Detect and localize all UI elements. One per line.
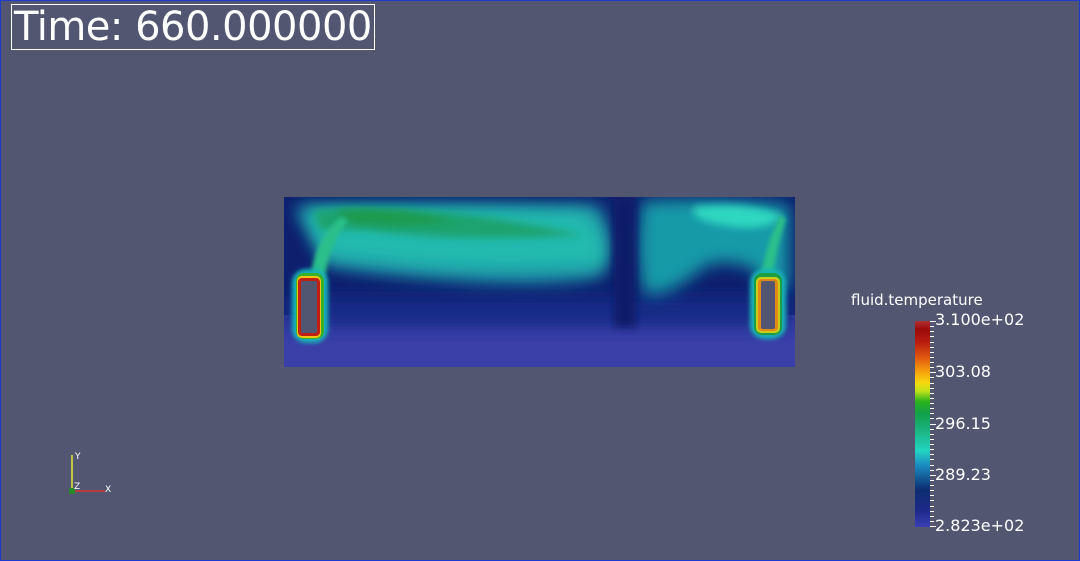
color-bar-tick [930, 398, 934, 399]
color-bar-tick [930, 331, 934, 332]
color-bar-tick [930, 321, 936, 322]
color-bar-tick [930, 475, 936, 476]
color-bar-tick [930, 500, 934, 501]
color-bar-tick [930, 439, 934, 440]
color-bar-ticks [930, 321, 936, 527]
time-annotation: Time: 660.000000 [11, 4, 375, 50]
color-bar-tick [930, 526, 936, 527]
color-bar-tick [930, 388, 934, 389]
temperature-field [284, 197, 795, 367]
color-bar-tick [930, 347, 934, 348]
color-bar-tick [930, 444, 934, 445]
legend-label-4: 289.23 [935, 465, 991, 484]
color-bar-tick [930, 357, 934, 358]
color-bar-tick [930, 454, 934, 455]
color-bar-tick [930, 490, 934, 491]
legend-title: fluid.temperature [851, 291, 983, 309]
y-axis-label: Y [74, 452, 81, 462]
color-bar-tick [930, 372, 936, 373]
color-bar-tick [930, 506, 934, 507]
color-bar-tick [930, 342, 934, 343]
color-bar-tick [930, 403, 934, 404]
color-bar-tick [930, 377, 934, 378]
color-bar-tick [930, 459, 934, 460]
legend-label-min: 2.823e+02 [935, 516, 1025, 535]
color-bar-tick [930, 511, 934, 512]
color-bar-tick [930, 352, 934, 353]
color-bar-tick [930, 383, 934, 384]
color-bar-tick [930, 434, 934, 435]
orientation-axes: Y X Z [69, 452, 111, 495]
color-bar-tick [930, 336, 934, 337]
color-bar-tick [930, 470, 934, 471]
color-bar-tick [930, 408, 934, 409]
x-axis-label: X [105, 485, 111, 495]
color-bar-tick [930, 418, 934, 419]
color-bar [915, 321, 930, 527]
color-bar-tick [930, 326, 934, 327]
z-axis-marker [69, 488, 75, 494]
color-bar-tick [930, 485, 934, 486]
color-bar-tick [930, 362, 934, 363]
legend-label-3: 296.15 [935, 414, 991, 433]
color-bar-tick [930, 424, 936, 425]
color-bar-tick [930, 465, 934, 466]
legend-label-max: 3.100e+02 [935, 310, 1025, 329]
color-bar-tick [930, 480, 934, 481]
color-bar-tick [930, 413, 934, 414]
color-bar-tick [930, 393, 934, 394]
color-bar-tick [930, 521, 934, 522]
color-bar-tick [930, 429, 934, 430]
color-bar-tick [930, 516, 934, 517]
z-axis-label: Z [74, 482, 80, 492]
legend-label-2: 303.08 [935, 362, 991, 381]
color-bar-tick [930, 449, 934, 450]
color-bar-tick [930, 495, 934, 496]
color-bar-tick [930, 367, 934, 368]
